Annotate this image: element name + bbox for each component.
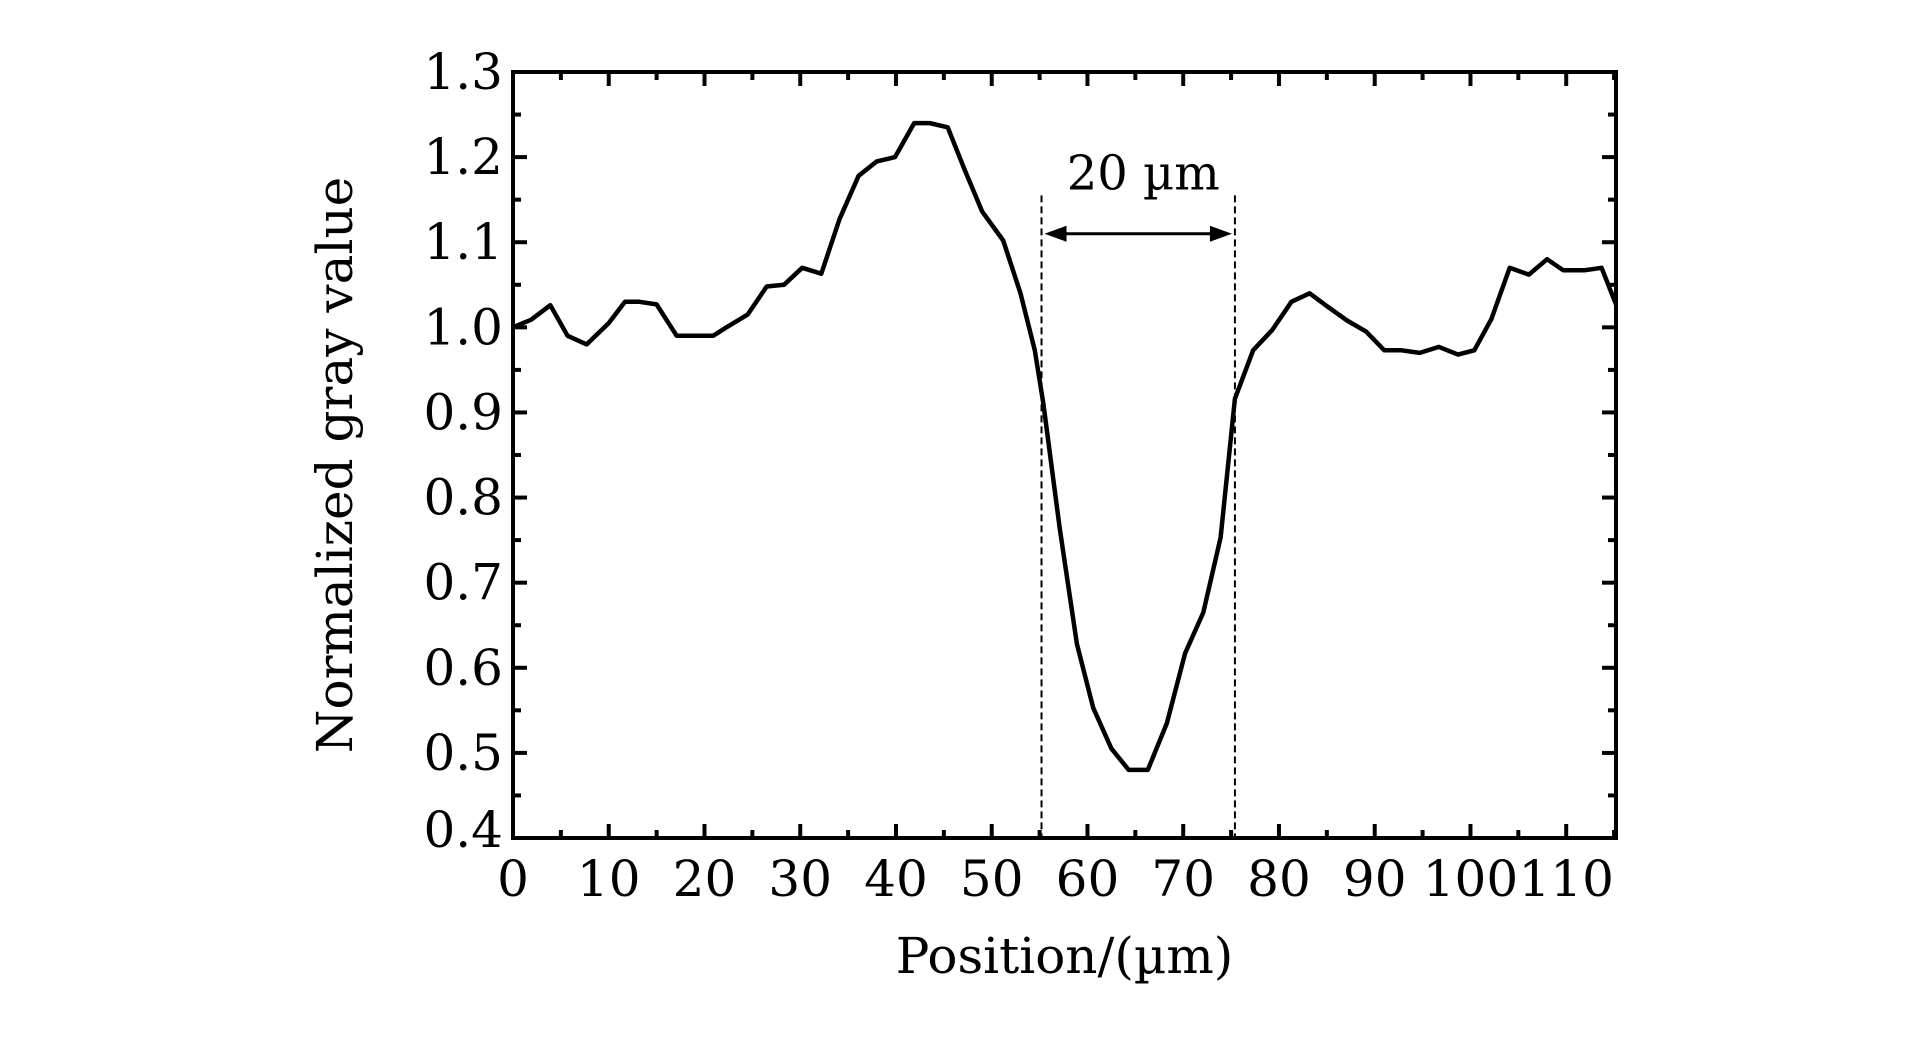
y-tick-label: 1.3 [423, 43, 503, 101]
y-tick-label: 1.1 [423, 213, 503, 271]
y-tick-label: 0.5 [423, 724, 503, 782]
y-tick-labels: 0.4 0.5 0.6 0.7 0.8 0.9 1.0 1.1 1.2 1.3 [423, 43, 503, 859]
series-line-profile [512, 120, 1619, 773]
x-tick-label: 30 [768, 850, 832, 908]
x-tick-label: 90 [1343, 850, 1407, 908]
x-axis-label: Position/(µm) [896, 927, 1234, 985]
y-tick-label: 1.2 [423, 128, 503, 186]
x-tick-label: 20 [673, 850, 737, 908]
plot-frame [511, 70, 1618, 840]
x-tick-label: 70 [1151, 850, 1215, 908]
y-axis-label: Normalized gray value [306, 177, 364, 754]
y-tick-label: 0.4 [423, 801, 503, 859]
x-tick-label: 80 [1247, 850, 1311, 908]
annotation-label: 20 µm [1067, 145, 1220, 201]
x-tick-label: 50 [960, 850, 1024, 908]
annotations [1040, 195, 1236, 838]
x-tick-labels: 0 10 20 30 40 50 60 70 80 90 100 110 [497, 850, 1614, 908]
y-tick-label: 0.8 [423, 469, 503, 527]
y-tick-label: 1.0 [423, 298, 503, 356]
x-tick-label: 100 [1423, 850, 1518, 908]
x-tick-label: 60 [1056, 850, 1120, 908]
y-tick-label: 0.6 [423, 639, 503, 697]
arrow-head-left [1044, 225, 1067, 242]
x-tick-label: 40 [864, 850, 928, 908]
y-tick-label: 0.9 [423, 383, 503, 441]
arrow-head-right [1209, 225, 1232, 242]
x-tick-label: 0 [497, 850, 529, 908]
x-tick-label: 110 [1518, 850, 1613, 908]
x-tick-label: 10 [577, 850, 641, 908]
y-tick-label: 0.7 [423, 554, 503, 612]
axis-ticks [511, 70, 1617, 840]
